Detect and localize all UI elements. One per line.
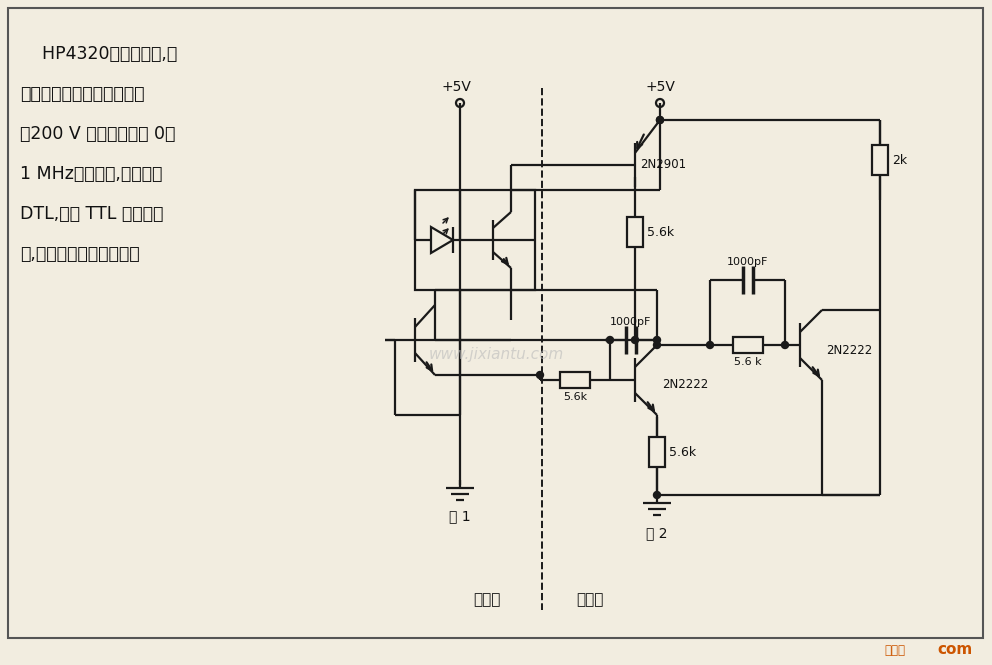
Circle shape (654, 491, 661, 499)
Circle shape (606, 336, 613, 344)
Text: 接线图: 接线图 (885, 644, 906, 656)
Text: 2N2222: 2N2222 (826, 344, 872, 358)
Circle shape (654, 336, 661, 344)
Text: com: com (937, 642, 972, 658)
Bar (649, 437, 665, 467)
Text: 发射机: 发射机 (473, 593, 501, 608)
Text: DTL,还是 TTL 驱动的电: DTL,还是 TTL 驱动的电 (20, 205, 164, 223)
Text: 2N2901: 2N2901 (640, 158, 686, 172)
Text: 在飞船用的系统之间隔离高: 在飞船用的系统之间隔离高 (20, 85, 145, 103)
Text: 路,这种电路都是有效的。: 路,这种电路都是有效的。 (20, 245, 140, 263)
Text: 2k: 2k (892, 154, 907, 166)
Text: HP4320光电隔离器,可: HP4320光电隔离器,可 (20, 45, 178, 63)
Bar (872, 145, 888, 175)
Text: 5.6k: 5.6k (647, 225, 675, 239)
Circle shape (632, 336, 639, 344)
Text: +5V: +5V (441, 80, 471, 94)
Bar (732, 337, 763, 353)
Text: 1000pF: 1000pF (727, 257, 768, 267)
Text: 达200 V 的地电位。在 0～: 达200 V 的地电位。在 0～ (20, 125, 176, 143)
Text: 地 1: 地 1 (449, 509, 471, 523)
Bar (560, 372, 590, 388)
Text: 5.6 k: 5.6 k (734, 357, 761, 367)
Circle shape (706, 342, 713, 348)
Text: 2N2222: 2N2222 (662, 378, 708, 392)
Text: 地 2: 地 2 (646, 526, 668, 540)
Text: +5V: +5V (645, 80, 675, 94)
Text: 5.6k: 5.6k (562, 392, 587, 402)
Bar (627, 217, 643, 247)
Circle shape (782, 342, 789, 348)
Bar (415, 190, 535, 290)
Circle shape (657, 116, 664, 124)
Text: 1 MHz的带宽内,不管对于: 1 MHz的带宽内,不管对于 (20, 165, 163, 183)
Circle shape (657, 116, 664, 124)
Text: www.jixiantu.com: www.jixiantu.com (429, 348, 563, 362)
Circle shape (537, 372, 544, 378)
Text: 接收机: 接收机 (576, 593, 604, 608)
Text: 5.6k: 5.6k (669, 446, 696, 458)
Text: 1000pF: 1000pF (610, 317, 652, 327)
Circle shape (654, 342, 661, 348)
